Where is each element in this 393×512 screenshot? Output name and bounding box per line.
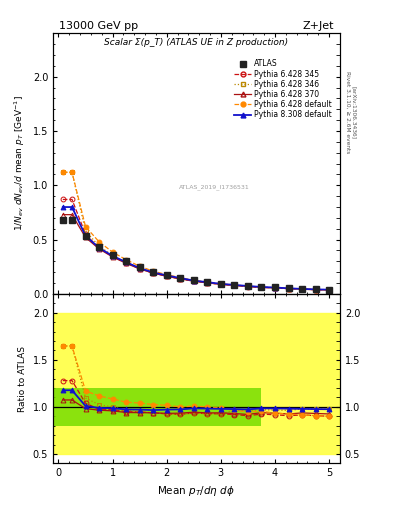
- Text: [arXiv:1306.3436]: [arXiv:1306.3436]: [351, 86, 356, 139]
- Text: ATLAS_2019_I1736531: ATLAS_2019_I1736531: [179, 184, 250, 190]
- Text: Scalar Σ(p_T) (ATLAS UE in Z production): Scalar Σ(p_T) (ATLAS UE in Z production): [105, 38, 288, 48]
- Y-axis label: Ratio to ATLAS: Ratio to ATLAS: [18, 346, 27, 412]
- Bar: [53, 388, 261, 425]
- Y-axis label: $1/N_{ev}\ dN_{ev}/d$ mean $p_T$ [GeV$^{-1}$]: $1/N_{ev}\ dN_{ev}/d$ mean $p_T$ [GeV$^{…: [13, 96, 27, 231]
- Bar: [53, 313, 340, 454]
- Legend: ATLAS, Pythia 6.428 345, Pythia 6.428 346, Pythia 6.428 370, Pythia 6.428 defaul: ATLAS, Pythia 6.428 345, Pythia 6.428 34…: [233, 58, 333, 121]
- Text: Rivet 3.1.10, ≥ 2.6M events: Rivet 3.1.10, ≥ 2.6M events: [345, 72, 350, 154]
- Text: 13000 GeV pp: 13000 GeV pp: [59, 20, 138, 31]
- X-axis label: Mean $p_T/d\eta\ d\phi$: Mean $p_T/d\eta\ d\phi$: [158, 484, 235, 498]
- Text: Z+Jet: Z+Jet: [303, 20, 334, 31]
